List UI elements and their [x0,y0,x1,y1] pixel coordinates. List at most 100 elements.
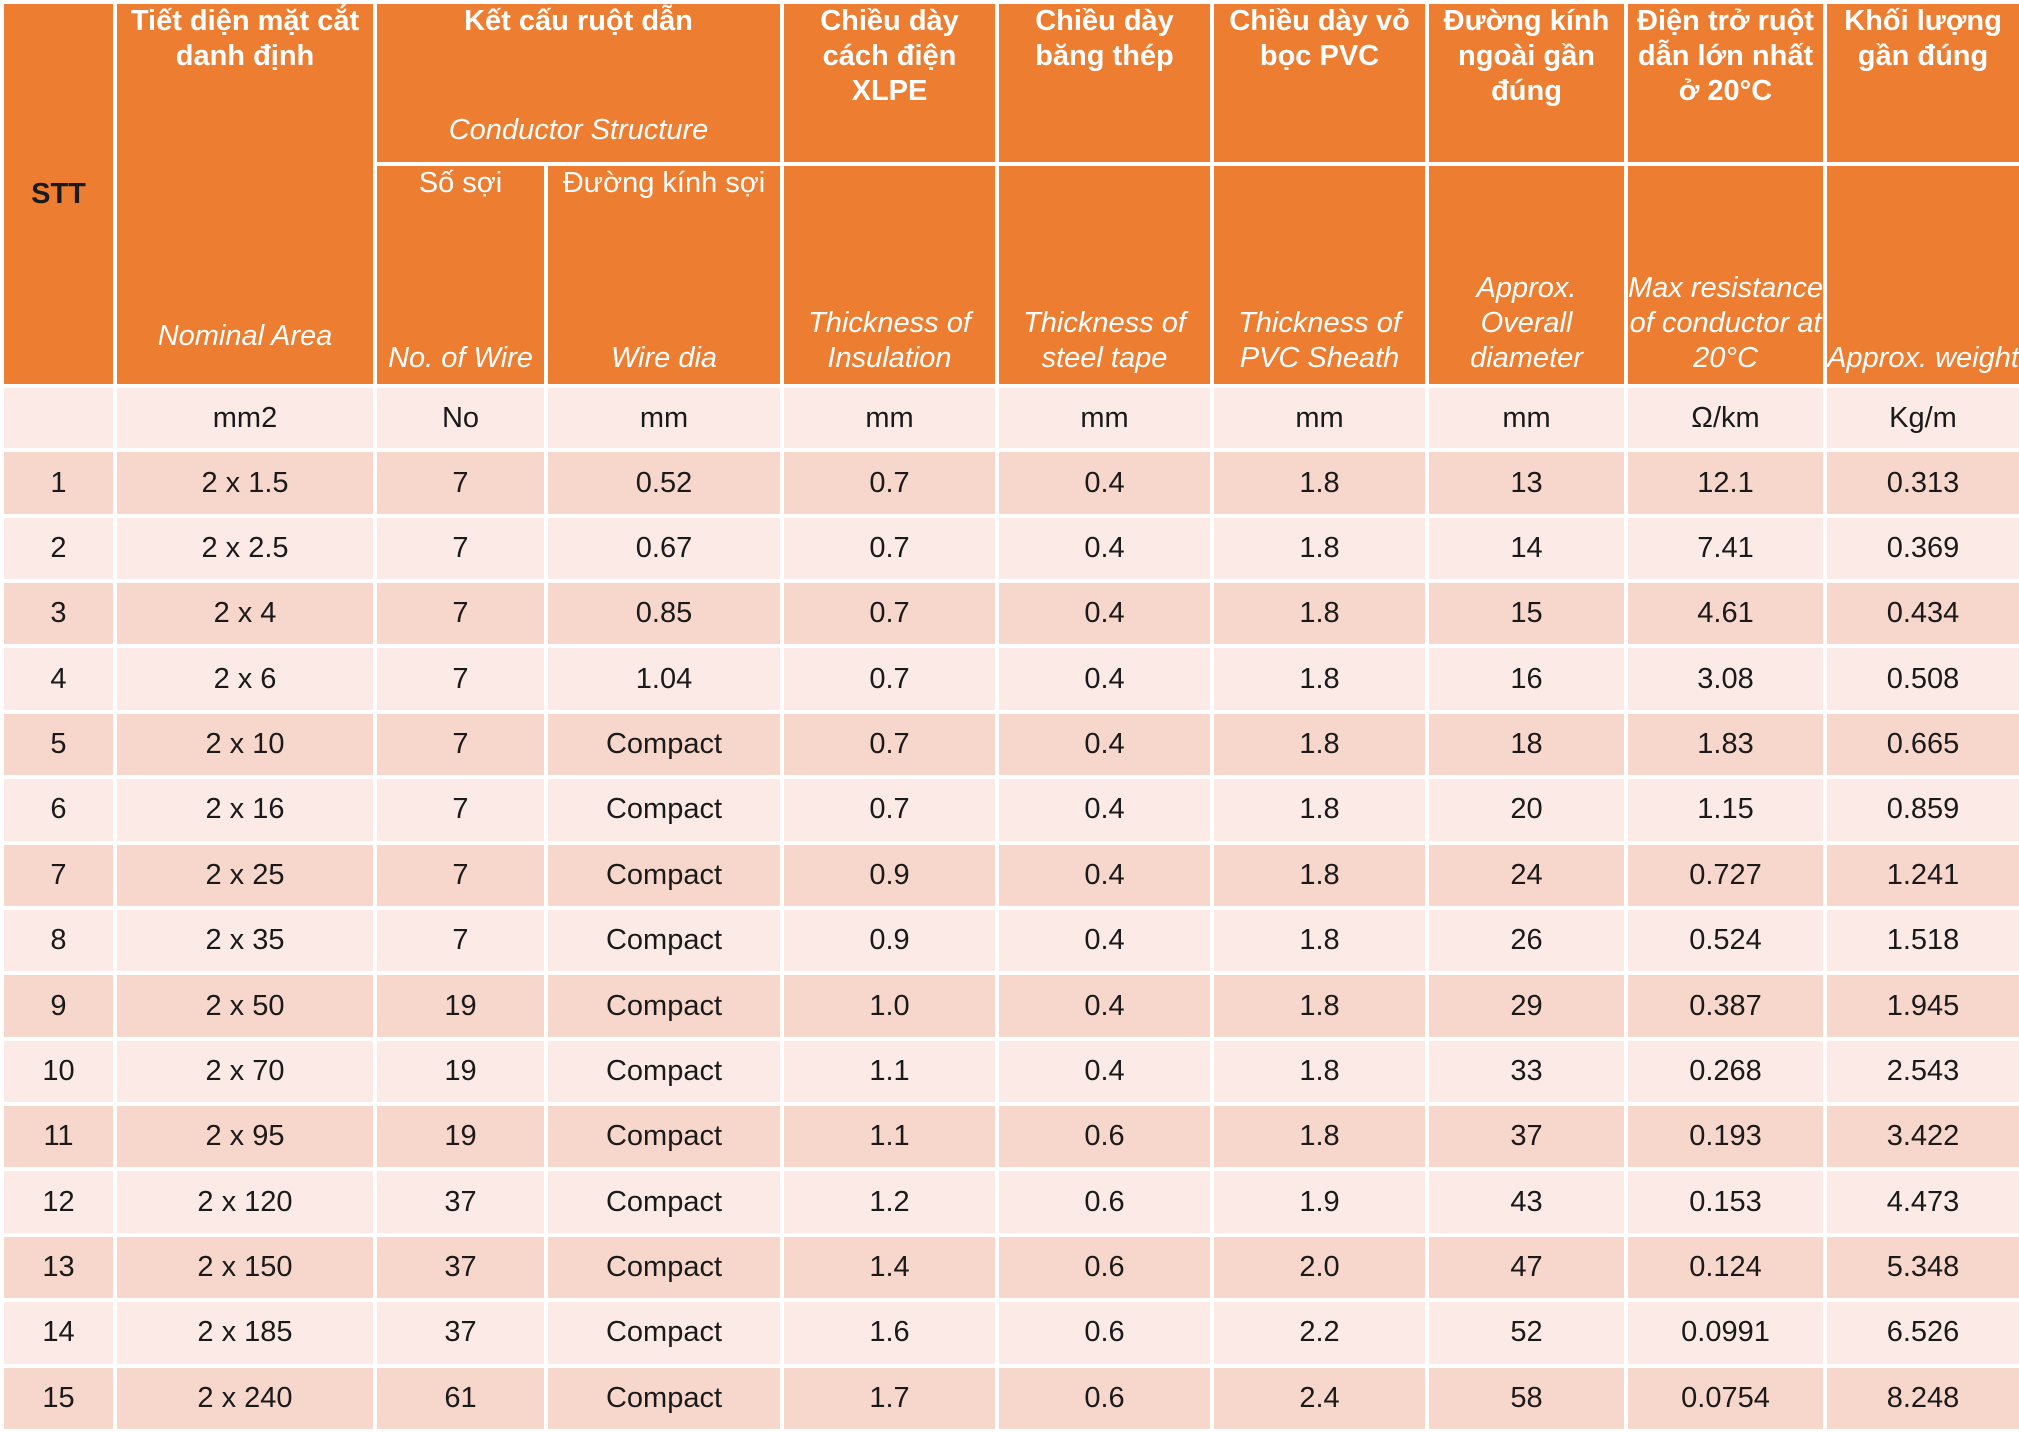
table-cell: 0.7 [780,709,999,780]
header-conductor-structure: Kết cấu ruột dẫn Conductor Structure [373,0,784,166]
header-conductor-structure-vn: Kết cấu ruột dẫn [464,5,693,37]
table-cell: Compact [544,1232,784,1303]
header-overall-diameter-vn: Đường kính ngoài gần đúng [1443,5,1610,107]
table-cell: 1.0 [780,971,999,1041]
table-cell: 0.508 [1823,644,2019,714]
unit-cell: Kg/m [1823,383,2019,453]
header-steel-tape-vn: Chiều dày băng thép [1035,5,1174,72]
table-cell: 0.9 [780,840,999,910]
table-cell: 2 x 120 [113,1167,377,1237]
table-cell: 0.387 [1624,971,1827,1041]
table-cell: 4 [0,644,117,714]
header-conductor-structure-en: Conductor Structure [448,114,709,146]
table-cell: 1.8 [1210,971,1429,1041]
table-cell: 37 [373,1232,548,1303]
table-cell: 7 [373,448,548,518]
table-cell: 1.8 [1210,644,1429,714]
table-cell: 9 [0,971,117,1041]
unit-cell [0,383,117,453]
table-cell: 37 [373,1167,548,1237]
table-cell: 52 [1425,1298,1628,1368]
table-cell: 1.8 [1210,579,1429,649]
unit-cell: No [373,383,548,453]
table-cell: Compact [544,1167,784,1237]
table-cell: 1.8 [1210,1036,1429,1107]
table-cell: 0.52 [544,448,784,518]
table-cell: 2 x 35 [113,905,377,976]
table-cell: 0.6 [995,1167,1214,1237]
table-cell: 0.6 [995,1232,1214,1303]
table-cell: Compact [544,709,784,780]
table-cell: 5.348 [1823,1232,2019,1303]
table-cell: Compact [544,905,784,976]
table-cell: 0.4 [995,448,1214,518]
table-cell: 1 [0,448,117,518]
table-cell: 33 [1425,1036,1628,1107]
table-cell: 13 [1425,448,1628,518]
table-cell: 2.2 [1210,1298,1429,1368]
table-cell: 0.4 [995,905,1214,976]
table-cell: 7 [0,840,117,910]
table-cell: 1.8 [1210,1102,1429,1172]
table-cell: 1.1 [780,1036,999,1107]
header-insulation: Chiều dày cách điện XLPE [780,0,999,166]
header-resistance-vn: Điện trở ruột dẫn lớn nhất ở 20°C [1637,5,1814,107]
table-cell: 2 x 150 [113,1232,377,1303]
table-cell: 2 x 70 [113,1036,377,1107]
table-cell: 2 x 1.5 [113,448,377,518]
table-cell: 16 [1425,644,1628,714]
table-cell: 1.9 [1210,1167,1429,1237]
table-cell: 0.665 [1823,709,2019,780]
table-cell: 1.8 [1210,775,1429,845]
table-cell: Compact [544,1298,784,1368]
header-insulation-en: Thickness of Insulation [808,307,971,374]
table-cell: Compact [544,840,784,910]
table-cell: 0.7 [780,644,999,714]
table-cell: 7 [373,513,548,584]
table-cell: 47 [1425,1232,1628,1303]
table-cell: 0.7 [780,775,999,845]
table-cell: 0.4 [995,775,1214,845]
unit-cell: mm [1210,383,1429,453]
table-cell: 6.526 [1823,1298,2019,1368]
table-cell: Compact [544,1036,784,1107]
header-stt: STT [0,0,117,388]
table-cell: 2 [0,513,117,584]
table-cell: 0.4 [995,840,1214,910]
table-cell: 20 [1425,775,1628,845]
header-resistance: Điện trở ruột dẫn lớn nhất ở 20°C [1624,0,1827,166]
table-cell: 3.422 [1823,1102,2019,1172]
table-cell: 7 [373,579,548,649]
header-overall-diameter: Đường kính ngoài gần đúng [1425,0,1628,166]
table-cell: 19 [373,971,548,1041]
table-cell: 61 [373,1363,548,1433]
header-pvc-sheath: Chiều dày vỏ bọc PVC [1210,0,1429,166]
table-row: 10 2 x 70 19 Compact 1.1 0.4 1.8 33 0.268 2.543 [0,1036,2019,1107]
table-cell: 7 [373,709,548,780]
header-overall-diameter-en-cell: Approx. Overall diameter [1425,162,1628,388]
table-cell: Compact [544,775,784,845]
header-no-of-wire-vn: Số sợi [418,167,503,199]
table-cell: 0.859 [1823,775,2019,845]
header-wire-dia: Đường kính sợi Wire dia [544,162,784,388]
table-cell: 2 x 4 [113,579,377,649]
table-cell: Compact [544,1102,784,1172]
header-weight-vn: Khối lượng gần đúng [1844,5,2002,72]
table-cell: 2.543 [1823,1036,2019,1107]
table-cell: 43 [1425,1167,1628,1237]
table-cell: 0.369 [1823,513,2019,584]
unit-cell: mm [995,383,1214,453]
table-header: STT Tiết diện mặt cắt danh định Nominal … [0,0,2019,388]
table-cell: 7 [373,644,548,714]
header-pvc-sheath-en: Thickness of PVC Sheath [1238,307,1401,374]
header-weight: Khối lượng gần đúng [1823,0,2019,166]
header-steel-tape-en: Thickness of steel tape [1023,307,1186,374]
table-row: 14 2 x 185 37 Compact 1.6 0.6 2.2 52 0.0991 6.526 [0,1298,2019,1368]
table-cell: 3 [0,579,117,649]
